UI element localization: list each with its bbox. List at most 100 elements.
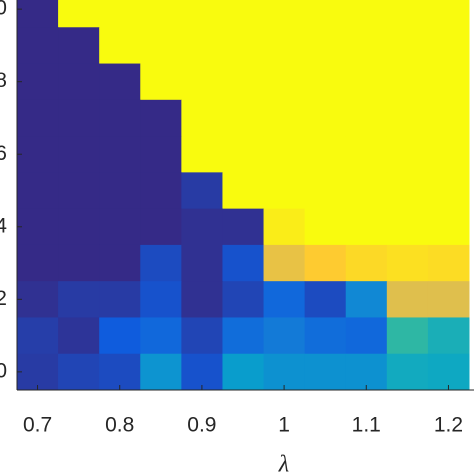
heatmap-cell [304,99,347,137]
heatmap-cell [58,63,100,101]
heatmap-cell [140,353,182,391]
heatmap-cell [99,136,141,173]
heatmap-cell [427,244,470,282]
heatmap-cell [181,281,223,318]
heatmap-cell [140,244,182,282]
heatmap-cell [17,0,59,28]
heatmap-cell [181,136,223,173]
heatmap-cell [263,208,306,246]
heatmap-cell [222,172,265,210]
heatmap-cell [263,0,306,28]
y-tick-label: 0.4 [0,214,7,237]
heatmap-cell [222,244,265,282]
x-tick-label: 0.9 [187,414,216,437]
heatmap-cell [99,27,141,65]
heatmap-cell [58,136,100,173]
x-tick-label: 0.8 [105,414,134,437]
heatmap-cell [427,281,470,318]
heatmap-cell [345,244,388,282]
heatmap-cell [140,27,182,65]
heatmap-cell [263,63,306,101]
heatmap-cell [181,172,223,210]
heatmap-cell [99,63,141,101]
heatmap-cell [263,244,306,282]
heatmap-cell [263,353,306,391]
heatmap-cell [427,172,470,210]
heatmap-cell [17,208,59,246]
heatmap-cell [345,317,388,355]
heatmap-cell [386,0,429,28]
heatmap-cell [386,27,429,65]
heatmap-cell [99,317,141,355]
heatmap-cell [304,136,347,173]
heatmap-cell [386,317,429,355]
heatmap-cell [304,172,347,210]
heatmap-cell [427,353,470,391]
heatmap-cell [304,63,347,101]
heatmap-cell [345,63,388,101]
heatmap-cell [386,172,429,210]
heatmap-cell [140,63,182,101]
heatmap-cell [222,99,265,137]
heatmap-cell [427,63,470,101]
heatmap-cell [222,317,265,355]
heatmap-cell [17,281,59,318]
heatmap-cell [427,0,470,28]
heatmap-cell [345,281,388,318]
heatmap-cell [17,244,59,282]
heatmap-cell [58,353,100,391]
heatmap-cell [304,27,347,65]
heatmap-cell [99,353,141,391]
heatmap-cell [345,353,388,391]
heatmap-cell [345,0,388,28]
heatmap-cell [140,317,182,355]
heatmap-cell [263,172,306,210]
heatmap-cell [17,317,59,355]
heatmap-cell [304,0,347,28]
heatmap-cell [345,136,388,173]
heatmap-cell [222,281,265,318]
heatmap-cell [304,244,347,282]
heatmap-cell [17,136,59,173]
heatmap-cell [181,208,223,246]
heatmap-cell [17,99,59,137]
heatmap-cell [140,99,182,137]
y-tick-label: 0 [0,359,7,382]
heatmap-cell [386,99,429,137]
heatmap-cell [58,99,100,137]
heatmap-cell [222,208,265,246]
x-tick-label: 1.2 [434,414,463,437]
heatmap-cell [386,63,429,101]
heatmap-cell [17,27,59,65]
heatmap-cell [427,208,470,246]
x-tick-label: 1 [278,414,290,437]
heatmap-cell [427,27,470,65]
heatmap-cell [181,317,223,355]
heatmap-cell [17,172,59,210]
heatmap-cell [58,0,100,28]
x-tick-label: 0.7 [23,414,52,437]
heatmap-cell [427,317,470,355]
heatmap-cell [222,353,265,391]
heatmap-cell [263,317,306,355]
heatmap-cell [181,27,223,65]
heatmap-cell [58,244,100,282]
heatmap-cell [99,99,141,137]
heatmap-cell [58,208,100,246]
heatmap-cell [181,63,223,101]
heatmap-cell [304,353,347,391]
heatmap-cell [386,244,429,282]
heatmap-cell [222,27,265,65]
heatmap-cell [304,281,347,318]
heatmap-cell [181,353,223,391]
y-tick-label: 0.2 [0,287,7,310]
heatmap-cell [99,244,141,282]
heatmap-cell [58,27,100,65]
heatmap-cell [263,136,306,173]
heatmap-cell [345,27,388,65]
heatmap-cell [99,172,141,210]
heatmap-cell [427,99,470,137]
heatmap-cell [58,317,100,355]
